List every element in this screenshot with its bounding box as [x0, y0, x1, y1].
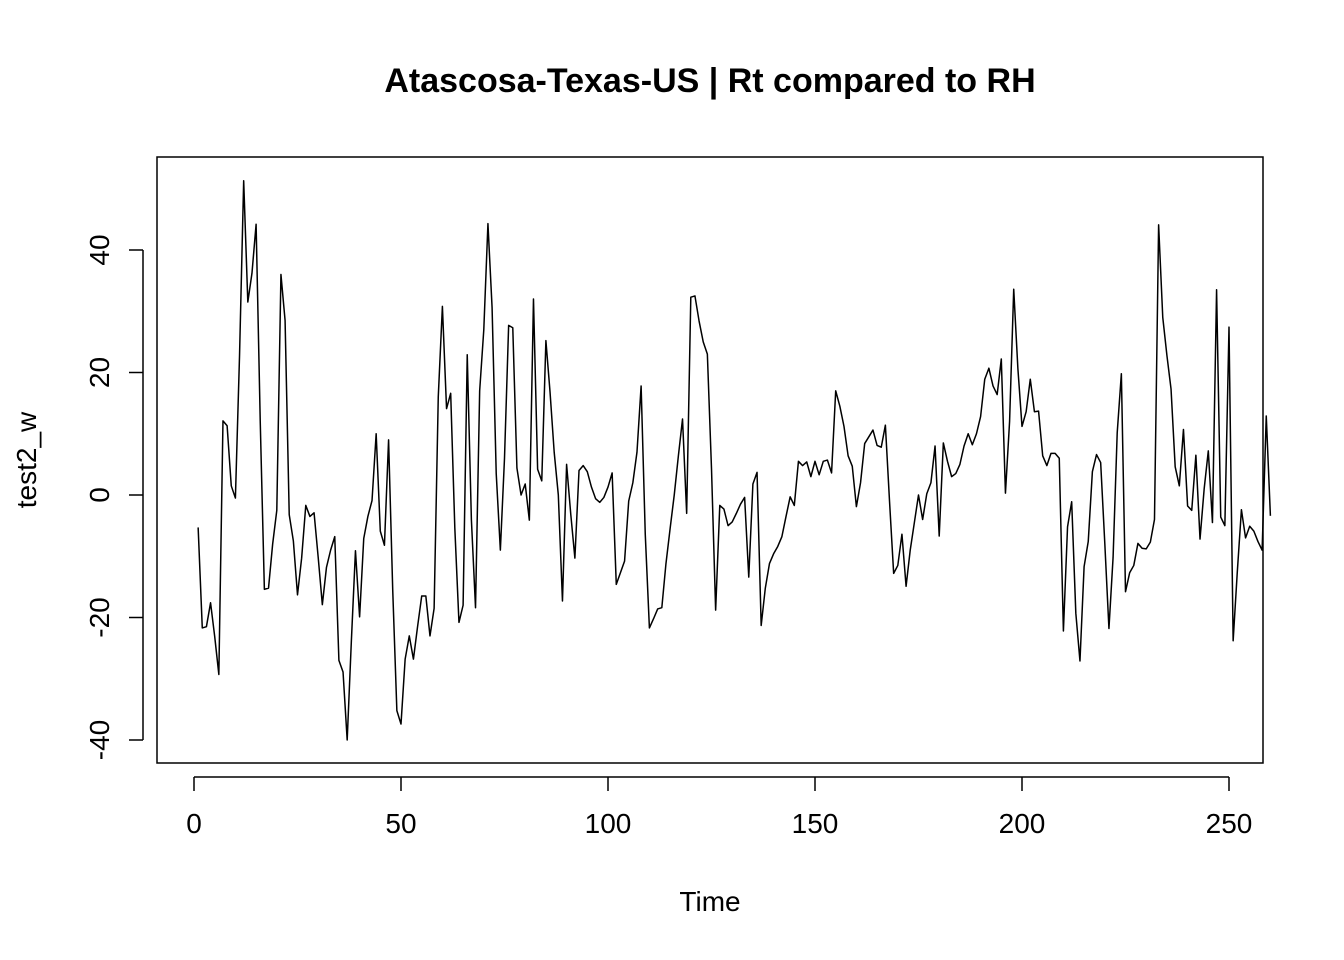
y-tick-label: -20 [84, 597, 115, 637]
x-tick-label: 100 [585, 808, 632, 839]
y-tick-label: 20 [84, 357, 115, 388]
series-group [197, 180, 1272, 741]
x-axis: 0 50 100 150 200 250 [186, 776, 1253, 839]
y-axis-label: test2_w [11, 411, 42, 508]
y-axis: -40 -20 0 20 40 [84, 234, 144, 760]
x-tick-label: 0 [186, 808, 202, 839]
y-tick-label: -40 [84, 720, 115, 760]
y-tick-label: 0 [84, 487, 115, 503]
x-tick-label: 250 [1206, 808, 1253, 839]
chart-title: Atascosa-Texas-US | Rt compared to RH [384, 62, 1035, 100]
x-axis-label: Time [679, 886, 740, 917]
plot-frame [156, 156, 1264, 764]
x-tick-label: 150 [792, 808, 839, 839]
x-tick-label: 200 [999, 808, 1046, 839]
series-line [197, 180, 1272, 741]
x-tick-label: 50 [385, 808, 416, 839]
y-tick-label: 40 [84, 234, 115, 265]
